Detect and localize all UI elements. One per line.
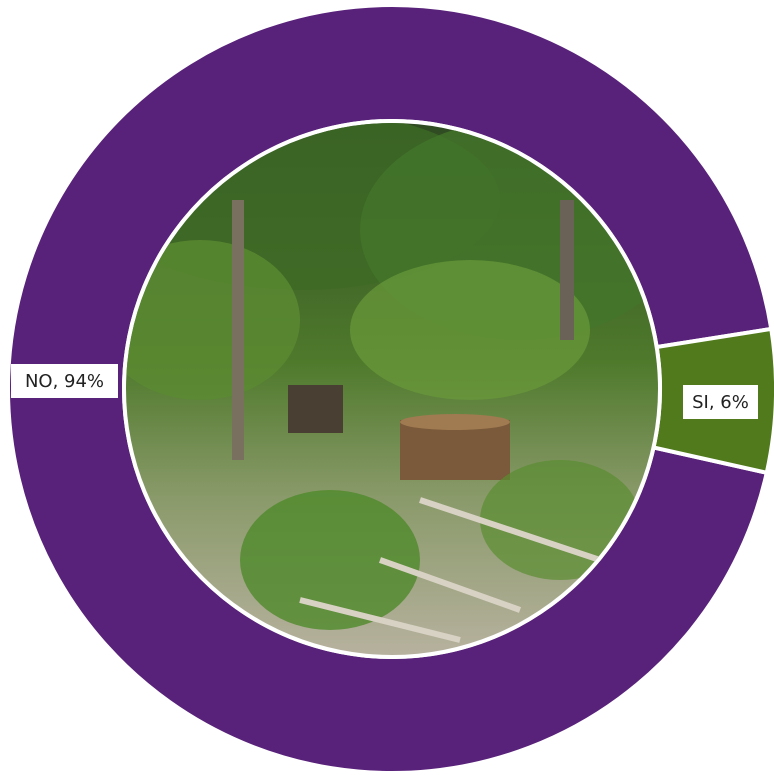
photo (126, 123, 658, 655)
label-box (683, 385, 758, 419)
data-label: NO, 94% (25, 371, 104, 392)
data-label: SI, 6% (692, 392, 749, 413)
label-si: SI, 6% (683, 385, 758, 419)
label-no: NO, 94% (11, 364, 118, 398)
label-box (11, 364, 118, 398)
